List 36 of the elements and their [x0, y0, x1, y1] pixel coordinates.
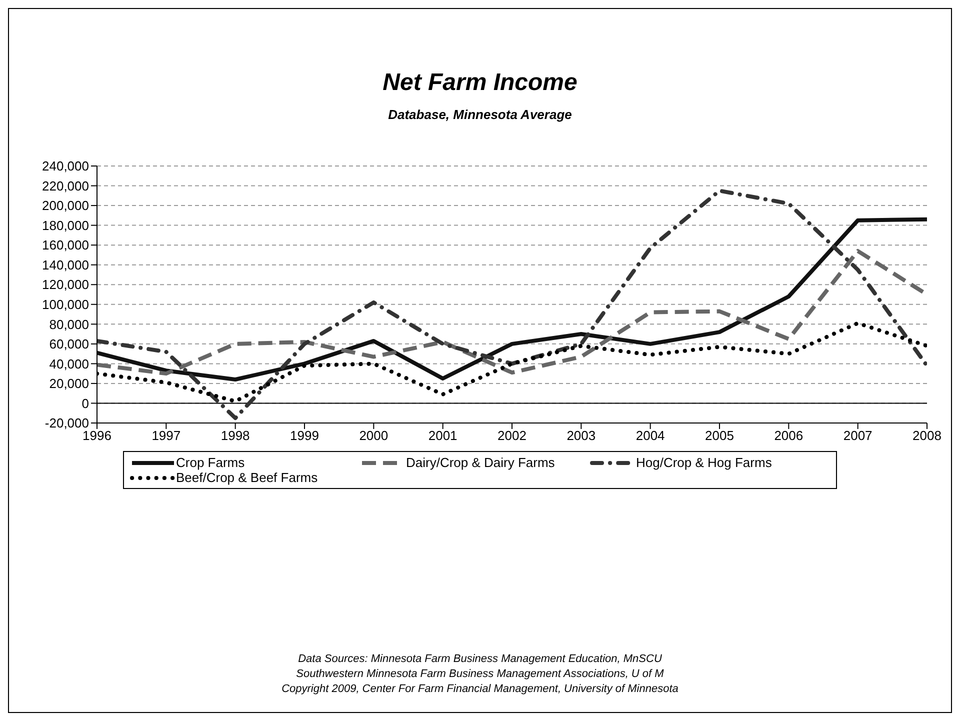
x-tick-label: 2000	[359, 428, 388, 444]
y-tick-label: 220,000	[42, 178, 89, 194]
x-tick-label: 2006	[774, 428, 804, 444]
x-tick-label: 2002	[498, 428, 526, 444]
y-tick-label: 180,000	[42, 218, 89, 233]
text: Southwestern Minnesota Farm Business Management Associations, U of M	[295, 667, 665, 682]
y-tick-label: 100,000	[42, 297, 89, 312]
y-tick-label: 160,000	[42, 238, 89, 253]
y-tick-label: 240,000	[42, 158, 89, 174]
y-tick-label: 40,000	[49, 356, 89, 372]
x-tick-label: 2003	[566, 428, 596, 444]
legend-label: Crop Farms	[176, 455, 245, 470]
chart-subtitle: Database, Minnesota Average	[387, 107, 573, 122]
y-tick-label: 0	[82, 396, 89, 411]
x-tick-label: 2007	[843, 428, 872, 444]
x-tick-label: 1996	[82, 428, 112, 444]
y-tick-label: 20,000	[49, 376, 89, 392]
chart-title: Net Farm Income	[382, 69, 578, 97]
y-tick-label: 60,000	[49, 336, 89, 352]
y-tick-label: -20,000	[44, 416, 89, 431]
x-tick-label: 1998	[220, 428, 250, 444]
x-tick-label: 1997	[152, 428, 181, 444]
legend-label: Dairy/Crop & Dairy Farms	[406, 455, 555, 470]
y-tick-label: 80,000	[49, 316, 89, 332]
legend-label: Hog/Crop & Hog Farms	[636, 455, 772, 470]
text: Data Sources: Minnesota Farm Business Management Education, MnSCU	[297, 652, 663, 667]
y-tick-label: 140,000	[42, 257, 89, 272]
x-tick-label: 2001	[428, 428, 458, 444]
x-tick-label: 1999	[290, 428, 319, 444]
x-tick-label: 2008	[912, 428, 942, 444]
text: Copyright 2009, Center For Farm Financial Management, University of Minnesota	[280, 682, 680, 697]
y-tick-label: 200,000	[42, 198, 89, 214]
legend-label: Beef/Crop & Beef Farms	[176, 470, 318, 485]
x-tick-label: 2005	[705, 428, 734, 444]
y-tick-label: 120,000	[42, 277, 89, 292]
x-tick-label: 2004	[636, 428, 665, 444]
